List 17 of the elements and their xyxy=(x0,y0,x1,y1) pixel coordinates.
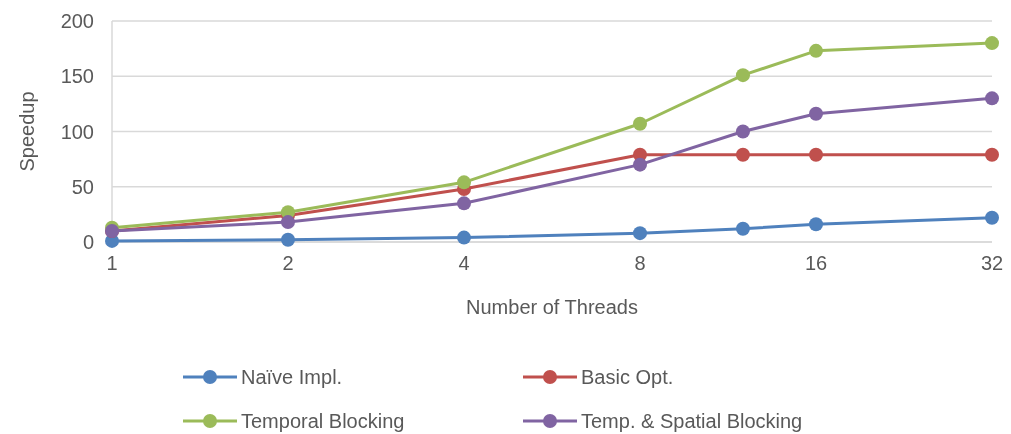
y-tick-label: 200 xyxy=(60,10,94,32)
x-tick-label: 32 xyxy=(980,252,1004,274)
x-tick-label: 8 xyxy=(634,252,646,274)
legend-label: Basic Opt. xyxy=(581,366,674,388)
x-axis-title: Number of Threads xyxy=(466,296,638,318)
x-tick-label: 4 xyxy=(458,252,470,274)
legend-label: Temp. & Spatial Blocking xyxy=(581,410,803,432)
y-tick-label: 150 xyxy=(60,65,94,88)
x-tick-label: 2 xyxy=(282,252,294,274)
y-tick-label: 50 xyxy=(71,175,94,198)
legend-label: Naïve Impl. xyxy=(241,366,343,388)
y-tick-label: 100 xyxy=(60,120,94,143)
y-axis-title: Speedup xyxy=(16,91,38,172)
y-tick-label: 0 xyxy=(82,231,94,253)
x-tick-label: 16 xyxy=(804,252,828,274)
x-tick-label: 1 xyxy=(106,252,118,274)
legend-label: Temporal Blocking xyxy=(241,410,405,432)
